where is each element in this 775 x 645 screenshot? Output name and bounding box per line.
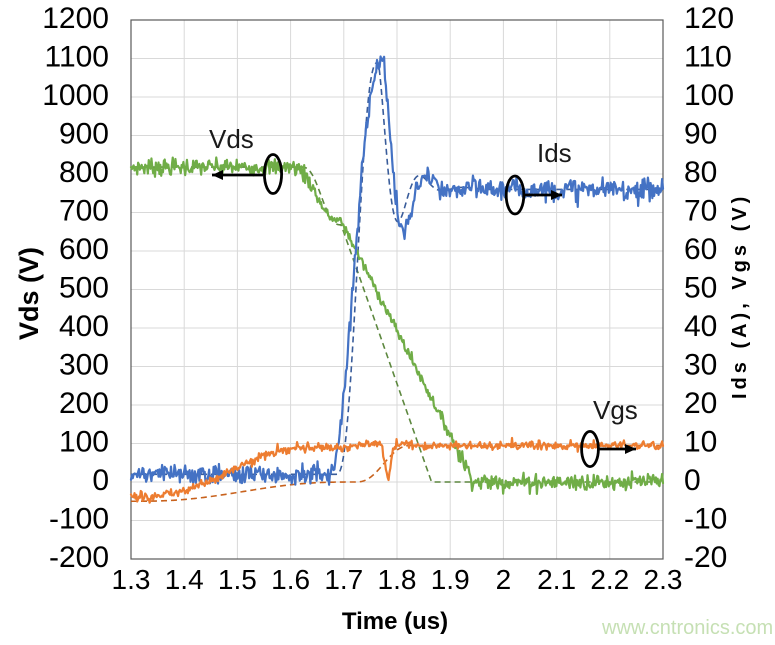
svg-text:200: 200 — [59, 387, 109, 420]
svg-text:70: 70 — [684, 194, 717, 227]
svg-text:110: 110 — [684, 40, 732, 73]
svg-text:900: 900 — [59, 117, 109, 150]
svg-text:-100: -100 — [49, 502, 109, 535]
svg-text:2.2: 2.2 — [590, 564, 629, 595]
svg-text:1100: 1100 — [44, 40, 109, 73]
svg-text:1200: 1200 — [42, 2, 109, 35]
svg-text:80: 80 — [684, 156, 717, 189]
svg-text:100: 100 — [59, 425, 109, 458]
svg-text:120: 120 — [684, 2, 734, 35]
svg-text:2: 2 — [496, 564, 512, 595]
svg-text:2.1: 2.1 — [537, 564, 576, 595]
svg-text:50: 50 — [684, 271, 717, 304]
svg-text:300: 300 — [59, 348, 109, 381]
svg-text:400: 400 — [59, 310, 109, 343]
svg-text:20: 20 — [684, 387, 717, 420]
svg-text:700: 700 — [59, 194, 109, 227]
svg-text:1.3: 1.3 — [112, 564, 151, 595]
svg-text:90: 90 — [684, 117, 717, 150]
svg-text:600: 600 — [59, 233, 109, 266]
svg-text:800: 800 — [59, 156, 109, 189]
svg-text:1.4: 1.4 — [165, 564, 204, 595]
svg-text:2.3: 2.3 — [644, 564, 683, 595]
svg-text:1.9: 1.9 — [431, 564, 470, 595]
svg-text:0: 0 — [92, 464, 109, 497]
svg-text:30: 30 — [684, 348, 717, 381]
svg-text:100: 100 — [684, 79, 734, 112]
svg-text:1.7: 1.7 — [324, 564, 363, 595]
svg-text:40: 40 — [684, 310, 717, 343]
svg-text:-10: -10 — [684, 502, 727, 535]
svg-text:-20: -20 — [684, 541, 727, 574]
svg-text:0: 0 — [684, 464, 701, 497]
svg-text:60: 60 — [684, 233, 717, 266]
svg-text:1.8: 1.8 — [378, 564, 417, 595]
svg-text:10: 10 — [684, 425, 717, 458]
svg-text:-200: -200 — [49, 541, 109, 574]
svg-text:1.6: 1.6 — [271, 564, 310, 595]
svg-text:1.5: 1.5 — [218, 564, 257, 595]
svg-text:1000: 1000 — [42, 79, 109, 112]
svg-text:500: 500 — [59, 271, 109, 304]
